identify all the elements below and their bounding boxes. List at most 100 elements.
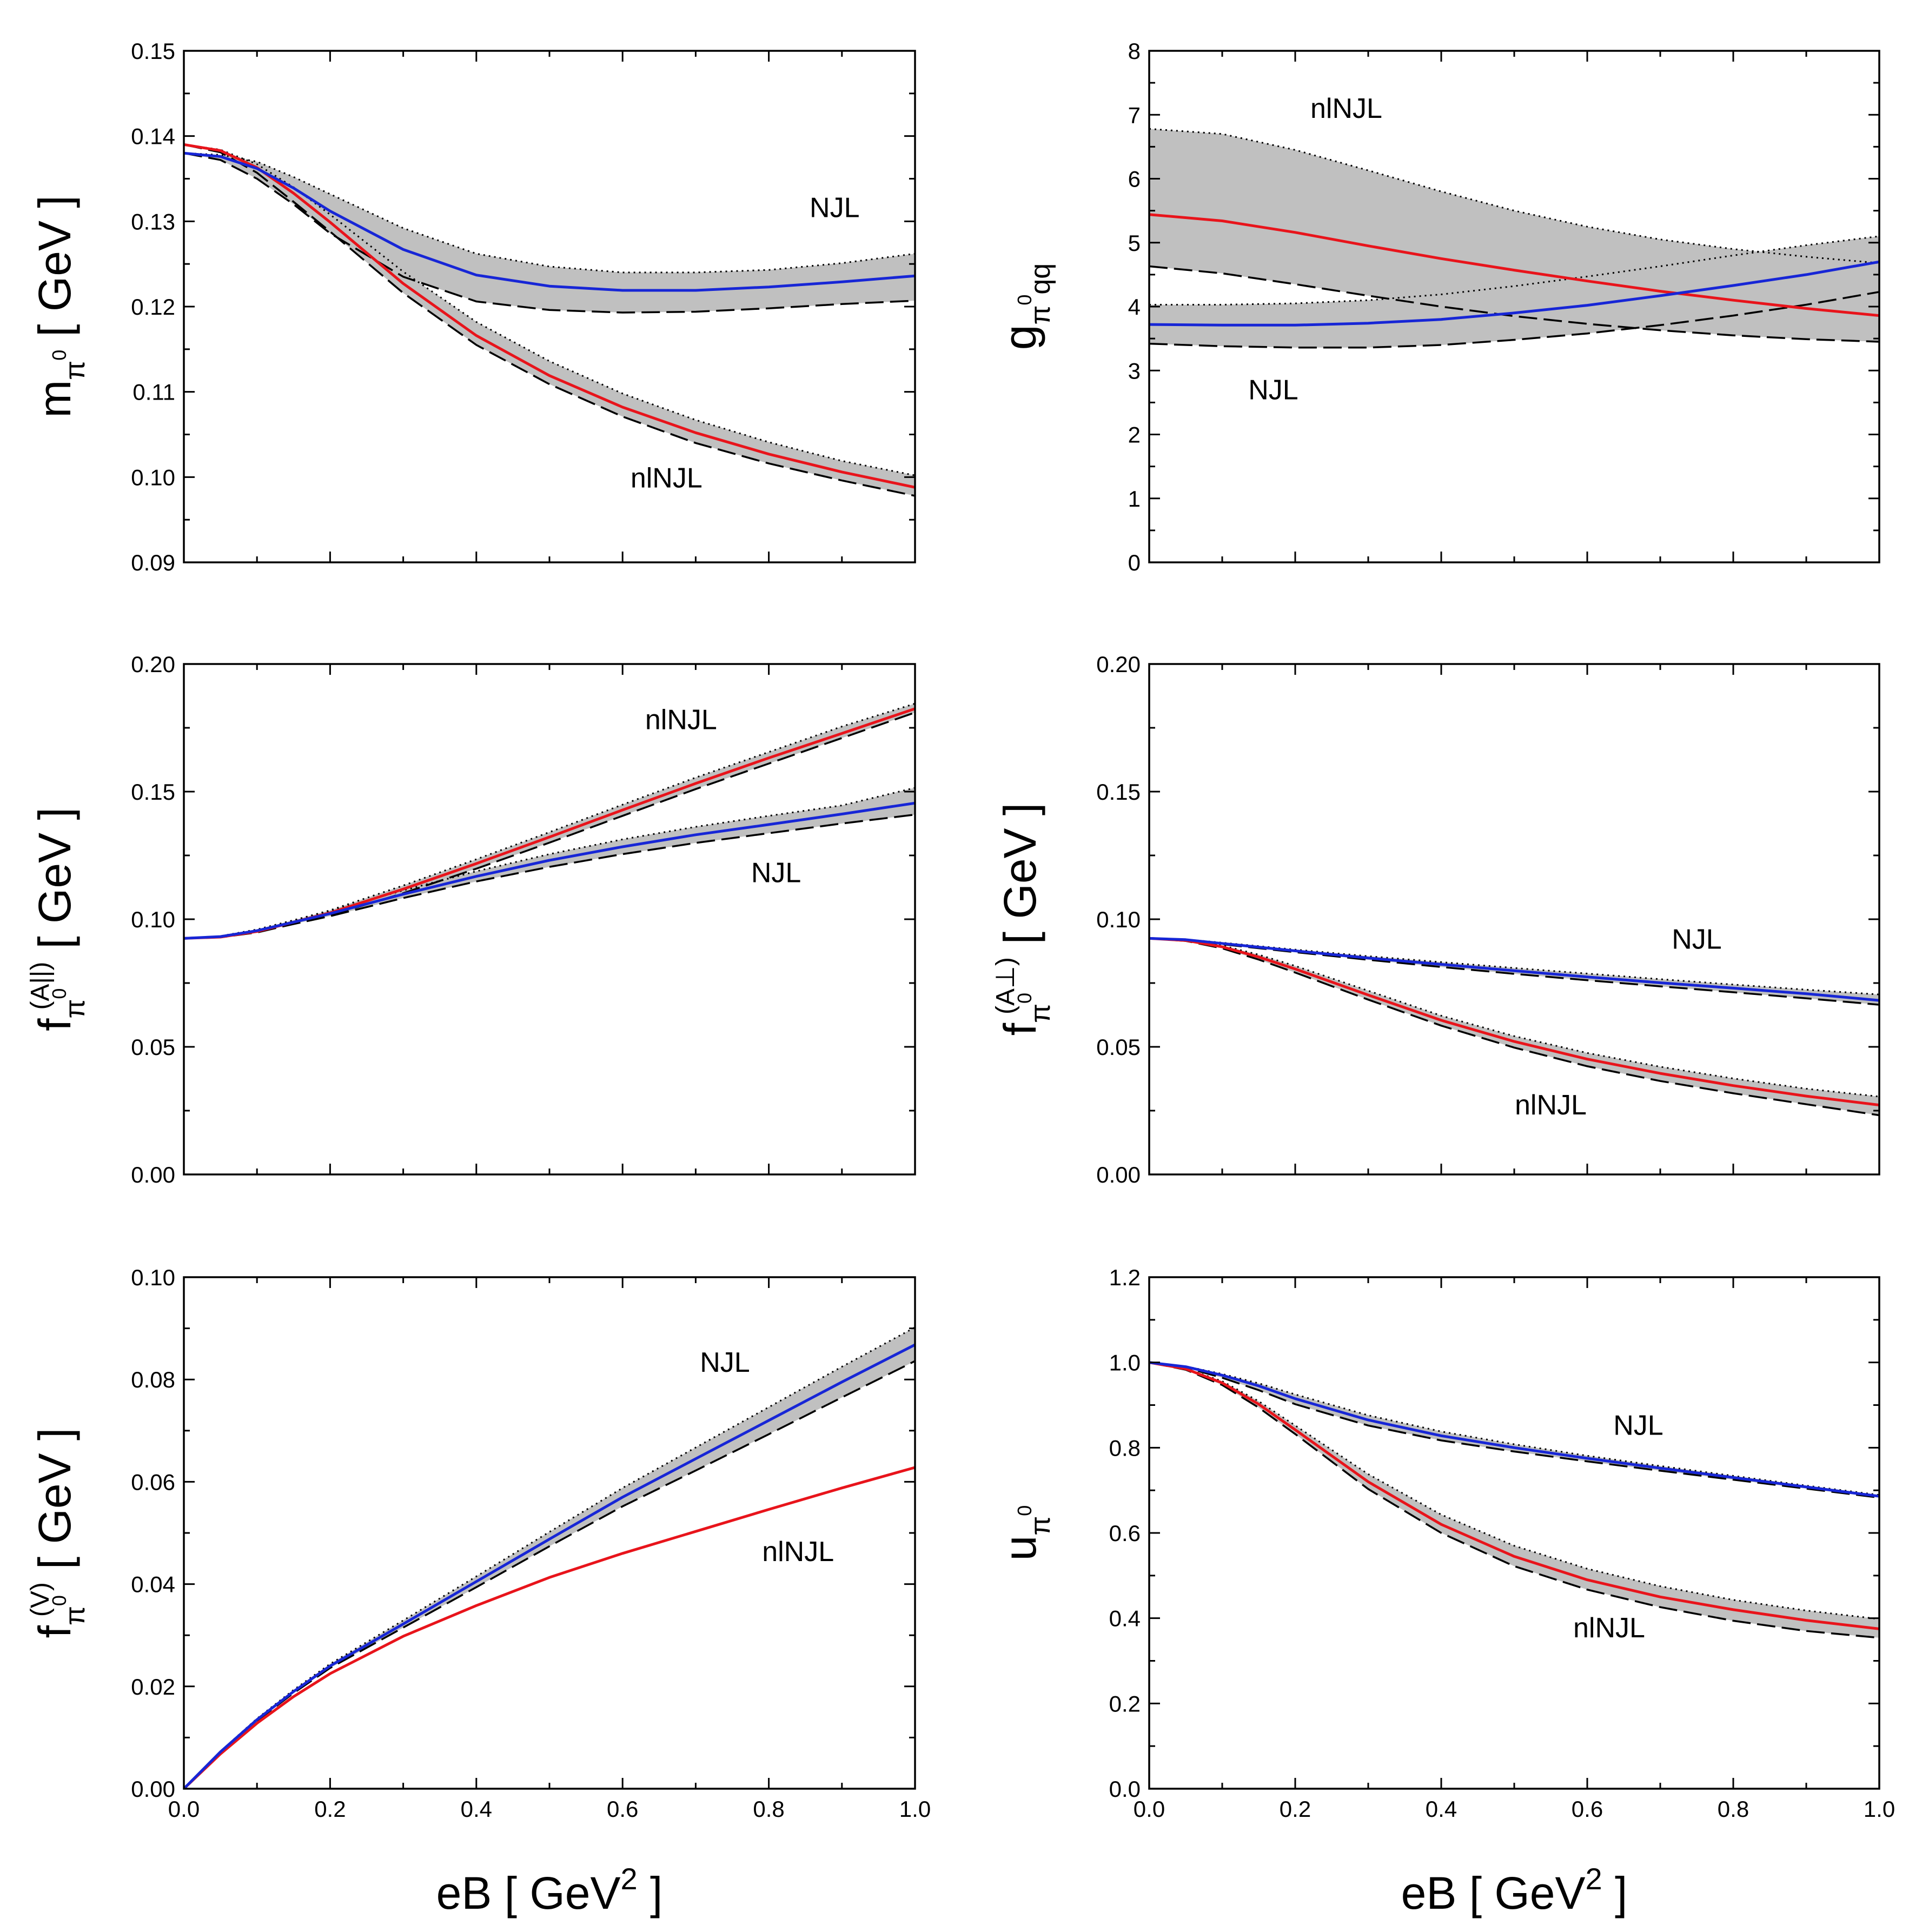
plot-area-f_A_par	[184, 702, 915, 940]
y-axis-title: mπ0 [ GeV ]	[29, 195, 91, 417]
y-axis-title: fπ0(V) [ GeV ]	[26, 1428, 91, 1638]
band-lower-nlNJL	[1149, 265, 1879, 343]
ylabel-subsup: 0	[1013, 1505, 1036, 1516]
label-nlNJL: nlNJL	[1515, 1090, 1587, 1121]
ylabel-base: f	[29, 1018, 80, 1031]
band-nlNJL	[184, 144, 915, 496]
band-lower-NJL	[184, 1360, 915, 1789]
y-tick-label: 1	[1128, 486, 1141, 512]
series-line-nlNJL	[1149, 1361, 1879, 1630]
band-upper-NJL	[184, 152, 915, 274]
x-tick-label: 0.8	[753, 1796, 784, 1822]
x-tick-label: 1.0	[1864, 1796, 1895, 1822]
plot-area-f_V	[184, 1326, 915, 1789]
xlabel-close: ]	[1602, 1868, 1628, 1918]
plot-area-u_pi0	[1149, 1361, 1879, 1639]
x-tick-label: 0.0	[168, 1796, 200, 1822]
xlabel-main: eB [ GeV	[436, 1868, 621, 1918]
xlabel-main: eB [ GeV	[1401, 1868, 1586, 1918]
y-tick-label: 0.00	[1096, 1162, 1141, 1187]
plot-frame	[1148, 1276, 1880, 1790]
y-tick-label: 0.15	[131, 779, 175, 805]
y-tick-label: 0.02	[131, 1674, 175, 1699]
band-lower-nlNJL	[1149, 1361, 1879, 1639]
y-tick-label: 0.4	[1109, 1606, 1141, 1631]
ylabel-base: m	[29, 380, 80, 418]
x-tick-label: 0.0	[1134, 1796, 1165, 1822]
y-tick-label: 3	[1128, 358, 1141, 383]
ylabel-unit: [ GeV ]	[29, 195, 80, 336]
y-tick-label: 0.14	[131, 124, 175, 149]
series-line-NJL	[184, 1343, 915, 1789]
xlabel-sup: 2	[1586, 1862, 1602, 1896]
ylabel-sup: (A||)	[26, 962, 55, 1010]
y-tick-label: 0.15	[1096, 779, 1141, 805]
band-nlNJL	[1149, 129, 1879, 342]
band-NJL	[184, 1327, 915, 1789]
y-tick-label: 0.10	[131, 1265, 175, 1290]
y-tick-label: 0.10	[131, 907, 175, 932]
x-tick-label: 1.0	[899, 1796, 931, 1822]
label-nlNJL: nlNJL	[1310, 93, 1382, 124]
band-lower-NJL	[1149, 1361, 1879, 1499]
band-upper-nlNJL	[1149, 937, 1879, 1098]
y-tick-label: 8	[1128, 38, 1141, 64]
y-tick-label: 0.04	[131, 1572, 175, 1597]
band-upper-NJL	[1149, 1362, 1879, 1496]
series-line-NJL	[1149, 937, 1879, 1002]
label-nlNJL: nlNJL	[762, 1536, 834, 1568]
y-tick-label: 0	[1128, 550, 1141, 575]
band-nlNJL	[1149, 938, 1879, 1116]
ylabel-sup: (A⊥)	[991, 957, 1020, 1014]
y-tick-label: 0.06	[131, 1469, 175, 1495]
x-tick-label: 0.2	[1280, 1796, 1311, 1822]
ylabel-subtail: qq	[1025, 263, 1056, 295]
x-tick-label: 0.6	[607, 1796, 638, 1822]
y-tick-label: 0.10	[131, 464, 175, 490]
label-nlNJL: nlNJL	[631, 462, 702, 494]
y-tick-label: 2	[1128, 422, 1141, 448]
band-upper-nlNJL	[184, 702, 915, 939]
label-NJL: NJL	[1613, 1410, 1663, 1442]
ylabel-unit: [ GeV ]	[995, 803, 1045, 944]
series-line-nlNJL	[1149, 937, 1879, 1107]
y-axis-title: fπ0(A||) [ GeV ]	[26, 807, 91, 1031]
ylabel-base: u	[995, 1536, 1045, 1561]
ylabel-sup: (V)	[26, 1582, 55, 1617]
label-NJL: NJL	[810, 192, 859, 223]
y-tick-label: 0.00	[131, 1776, 175, 1802]
x-tick-label: 0.4	[1426, 1796, 1457, 1822]
label-NJL: NJL	[1248, 374, 1298, 406]
band-lower-NJL	[1149, 291, 1879, 349]
y-tick-label: 0.2	[1109, 1691, 1141, 1716]
ylabel-base: g	[995, 325, 1045, 350]
band-upper-NJL	[184, 1326, 915, 1789]
band-upper-nlNJL	[1149, 128, 1879, 264]
panel-m_pi0: 0.09 0.10 0.11 0.12 0.13 0.14 0.15 NJL nlNJL mπ0 […	[29, 38, 916, 575]
ylabel-sub: π	[1025, 1516, 1056, 1536]
band-lower-nlNJL	[184, 143, 915, 497]
y-tick-label: 6	[1128, 167, 1141, 192]
series-line-NJL	[1149, 260, 1879, 327]
y-tick-label: 0.15	[131, 38, 175, 64]
plot-area-g_pi0qq	[1149, 128, 1879, 349]
panel-f_V: 0.00 0.02 0.04 0.06 0.08 0.10 0.0 0.2 0.4 0.6 0.8 1…	[26, 1265, 931, 1822]
series-line-nlNJL	[1149, 213, 1879, 317]
label-nlNJL: nlNJL	[645, 704, 717, 735]
label-NJL: NJL	[700, 1347, 750, 1378]
band-upper-nlNJL	[184, 143, 915, 476]
x-axis-title: eB [ GeV2 ]	[436, 1862, 663, 1918]
y-tick-label: 0.09	[131, 550, 175, 575]
series-line-nlNJL	[184, 1466, 915, 1789]
plot-area-m_pi0	[184, 143, 915, 497]
ylabel-subsup: 0	[48, 1595, 70, 1606]
x-tick-label: 0.6	[1572, 1796, 1603, 1822]
y-tick-label: 5	[1128, 230, 1141, 256]
band-lower-NJL	[184, 152, 915, 314]
y-tick-label: 0.13	[131, 209, 175, 234]
series-line-NJL	[184, 151, 915, 292]
label-NJL: NJL	[751, 858, 801, 889]
y-tick-label: 0.6	[1109, 1521, 1141, 1546]
